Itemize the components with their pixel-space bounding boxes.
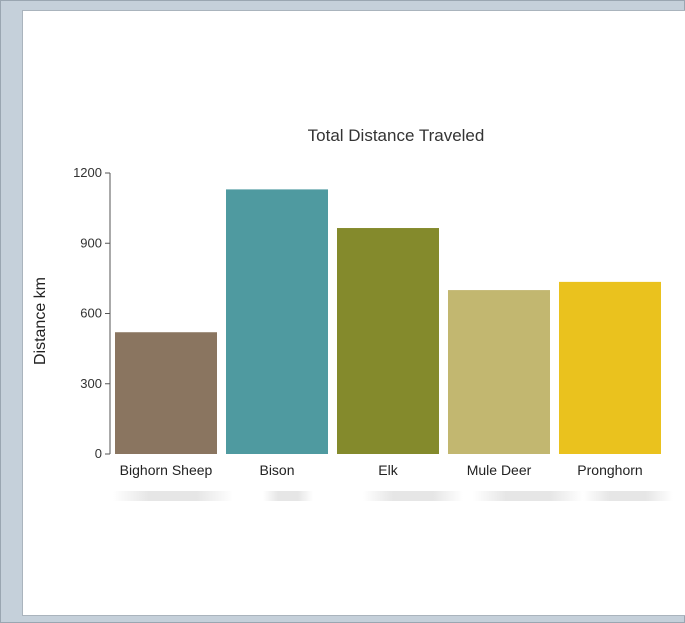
bar-pronghorn — [559, 281, 661, 454]
y-tick-label: 300 — [80, 376, 102, 391]
y-tick-label: 0 — [95, 446, 102, 461]
faint-text-row — [363, 491, 463, 501]
bar-mule-deer — [448, 290, 550, 454]
x-axis-ticks: Bighorn Sheep Bison Elk Mule Deer Pronghorn — [120, 462, 643, 478]
y-tick-label: 1200 — [73, 165, 102, 180]
faint-text-row — [473, 491, 583, 501]
faint-text-row — [113, 491, 233, 501]
y-axis-label: Distance km — [32, 277, 49, 365]
y-tick-label: 900 — [80, 235, 102, 250]
x-tick-label: Mule Deer — [467, 462, 532, 478]
bar-elk — [337, 228, 439, 454]
x-tick-label: Elk — [378, 462, 398, 478]
bar-bison — [226, 189, 328, 454]
faint-text-row — [583, 491, 673, 501]
y-axis-ticks: 0 300 600 900 1200 — [73, 165, 110, 461]
x-tick-label: Pronghorn — [577, 462, 642, 478]
bar-chart: Total Distance Traveled Distance km 0 300… — [32, 126, 661, 478]
faint-text-row — [263, 491, 313, 501]
y-tick-label: 600 — [80, 306, 102, 321]
chart-panel: Total Distance Traveled Distance km 0 300… — [22, 10, 685, 616]
bars — [115, 189, 661, 454]
bar-bighorn-sheep — [115, 332, 217, 454]
x-tick-label: Bighorn Sheep — [120, 462, 213, 478]
chart-title: Total Distance Traveled — [308, 126, 485, 145]
x-tick-label: Bison — [259, 462, 294, 478]
